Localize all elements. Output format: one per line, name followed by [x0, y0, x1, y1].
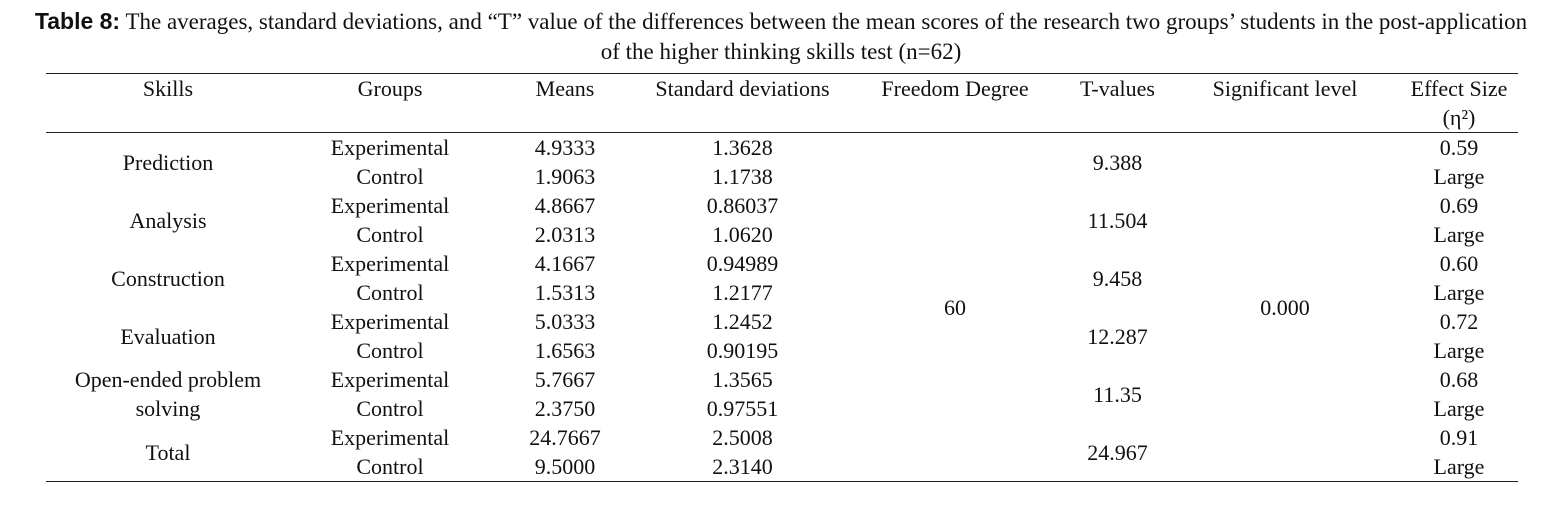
data-row: Control 2.0313 1.0620 Large [46, 220, 1518, 249]
effect-label: Large [1433, 222, 1485, 247]
significance: 0.000 [1260, 294, 1310, 320]
mean: 1.6563 [534, 338, 596, 363]
effect-size: 0.68 [1439, 367, 1479, 392]
std-dev: 1.2177 [712, 280, 773, 305]
effect-size: 0.59 [1439, 135, 1479, 160]
column-header: Significant level [1212, 76, 1358, 101]
mean: 4.9333 [534, 135, 596, 160]
group: Control [356, 396, 424, 421]
group: Experimental [330, 425, 450, 450]
mean: 9.5000 [534, 454, 596, 479]
std-dev: 2.5008 [712, 425, 773, 450]
group: Control [356, 222, 424, 247]
data-row: Open-ended problem solving Experimental 5.… [46, 365, 1518, 421]
data-row: Control 1.5313 1.2177 Large [46, 278, 1518, 307]
group: Control [356, 280, 424, 305]
std-dev: 1.3565 [712, 367, 773, 392]
std-dev: 0.90195 [706, 338, 779, 363]
data-row: Control 1.6563 0.90195 Large [46, 336, 1518, 365]
column-header: Means [535, 76, 595, 101]
skill-name: Evaluation [120, 323, 216, 349]
caption-label: Table 8: [34, 8, 121, 34]
data-row: Prediction Experimental 4.9333 1.3628 60 9.38… [46, 133, 1518, 320]
t-value: 24.967 [1087, 439, 1148, 465]
mean: 2.0313 [534, 222, 596, 247]
group: Experimental [330, 193, 450, 218]
table-body: Prediction Experimental 4.9333 1.3628 60 9.38… [46, 133, 1518, 482]
caption-text: The averages, standard deviations, and “… [125, 9, 1528, 64]
mean: 4.8667 [534, 193, 596, 218]
data-row: Construction Experimental 4.1667 0.94989 9.4… [46, 249, 1518, 291]
mean: 5.7667 [534, 367, 596, 392]
skill-name: Total [145, 439, 191, 465]
t-value: 12.287 [1087, 323, 1148, 349]
data-row: Analysis Experimental 4.8667 0.86037 11.504 0… [46, 191, 1518, 233]
effect-size: 0.69 [1439, 193, 1479, 218]
std-dev: 1.2452 [712, 309, 773, 334]
effect-size: 0.72 [1439, 309, 1479, 334]
group: Experimental [330, 135, 450, 160]
std-dev: 1.3628 [712, 135, 773, 160]
effect-size: 0.60 [1439, 251, 1479, 276]
header-row: Skills Groups Means Standard deviations Free… [46, 73, 1518, 133]
std-dev: 1.0620 [712, 222, 773, 247]
column-header: Groups [357, 76, 423, 101]
std-dev: 0.94989 [706, 251, 779, 276]
t-value: 9.458 [1092, 265, 1143, 291]
std-dev: 0.86037 [706, 193, 779, 218]
effect-label: Large [1433, 454, 1485, 479]
caption: Table 8: The averages, standard deviatio… [31, 6, 1531, 67]
std-dev: 2.3140 [712, 454, 773, 479]
data-row: Total Experimental 24.7667 2.5008 24.967 0.91 [46, 423, 1518, 465]
skill-name: Open-ended problem solving [74, 367, 262, 421]
mean: 24.7667 [529, 425, 601, 450]
data-row: Control 2.3750 0.97551 Large [46, 394, 1518, 423]
column-header: Freedom Degree [881, 76, 1029, 101]
column-header: Effect Size (η²) [1410, 76, 1508, 130]
group: Control [356, 454, 424, 479]
column-header: T-values [1080, 76, 1155, 101]
skill-name: Prediction [122, 149, 214, 175]
group: Experimental [330, 309, 450, 334]
table-header: Skills Groups Means Standard deviations Free… [46, 73, 1518, 133]
mean: 5.0333 [534, 309, 596, 334]
effect-label: Large [1433, 280, 1485, 305]
group: Experimental [330, 251, 450, 276]
data-row: Control 9.5000 2.3140 Large [46, 452, 1518, 482]
column-header: Standard deviations [655, 76, 830, 101]
t-value: 11.35 [1093, 381, 1142, 407]
mean: 1.9063 [534, 164, 596, 189]
group: Control [356, 338, 424, 363]
mean: 2.3750 [534, 396, 596, 421]
group: Control [356, 164, 424, 189]
effect-label: Large [1433, 338, 1485, 363]
t-value: 9.388 [1092, 149, 1143, 175]
group: Experimental [330, 367, 450, 392]
column-header: Skills [142, 76, 194, 101]
mean: 4.1667 [534, 251, 596, 276]
mean: 1.5313 [534, 280, 596, 305]
freedom-degree: 60 [944, 294, 966, 320]
std-dev: 0.97551 [706, 396, 779, 421]
effect-size: 0.91 [1439, 425, 1479, 450]
std-dev: 1.1738 [712, 164, 773, 189]
page: Table 8: The averages, standard deviatio… [0, 6, 1562, 508]
t-value: 11.504 [1087, 207, 1148, 233]
effect-label: Large [1433, 396, 1485, 421]
data-row: Evaluation Experimental 5.0333 1.2452 12.287… [46, 307, 1518, 349]
skill-name: Construction [111, 265, 225, 291]
data-row: Control 1.9063 1.1738 Large [46, 162, 1518, 191]
results-table: Skills Groups Means Standard deviations Free… [46, 73, 1518, 482]
effect-label: Large [1433, 164, 1485, 189]
skill-name: Analysis [129, 207, 207, 233]
